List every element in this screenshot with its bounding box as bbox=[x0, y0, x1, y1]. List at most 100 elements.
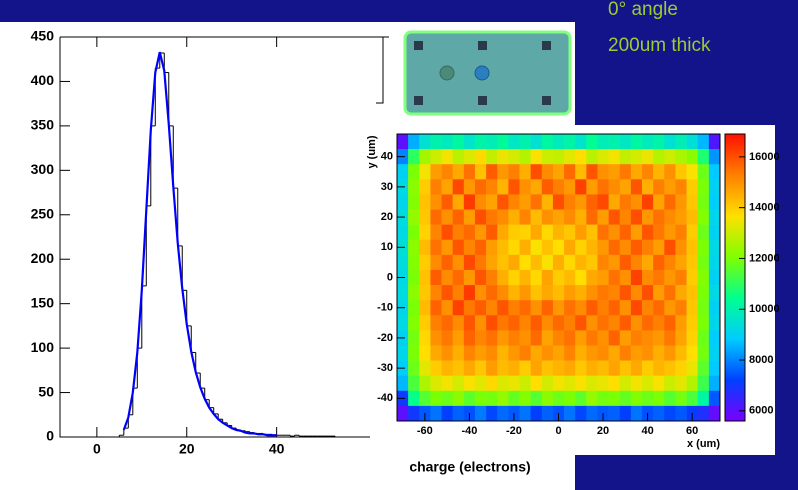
y-tick-label: -20 bbox=[377, 332, 393, 344]
heatmap-cell bbox=[452, 360, 465, 376]
heatmap-cell bbox=[708, 254, 721, 271]
heatmap-cell bbox=[497, 330, 509, 346]
heatmap-cell bbox=[619, 405, 632, 422]
heatmap-cell bbox=[552, 149, 565, 165]
x-tick-label: -60 bbox=[417, 425, 433, 437]
colorbar-tick-label: 12000 bbox=[749, 252, 780, 264]
heatmap-cell bbox=[586, 285, 598, 301]
heatmap-cell bbox=[419, 300, 431, 316]
heatmap-cell bbox=[463, 194, 476, 210]
heatmap-cell bbox=[508, 285, 520, 301]
heatmap-cell bbox=[408, 285, 420, 301]
heatmap-cell bbox=[408, 149, 420, 165]
heatmap-cell bbox=[653, 345, 665, 361]
heatmap-cell bbox=[419, 164, 431, 180]
heatmap-cell bbox=[474, 269, 487, 286]
heatmap-cell bbox=[708, 224, 721, 241]
heatmap-cell bbox=[664, 179, 676, 195]
heatmap-cell bbox=[630, 254, 643, 271]
heatmap-cell bbox=[452, 285, 465, 301]
heatmap-cell bbox=[530, 179, 543, 195]
heatmap-cell bbox=[675, 300, 687, 316]
heatmap-cell bbox=[675, 224, 687, 241]
heatmap-cell bbox=[630, 149, 643, 165]
heatmap-cell bbox=[452, 315, 465, 331]
heatmap-cell bbox=[608, 390, 621, 407]
heatmap-cell bbox=[597, 134, 609, 150]
heatmap-cell bbox=[430, 285, 442, 301]
heatmap-cell bbox=[630, 390, 643, 407]
heatmap-cell bbox=[686, 330, 699, 346]
heatmap-cell bbox=[575, 194, 587, 210]
heatmap-cell bbox=[486, 134, 498, 150]
heatmap-cell bbox=[519, 405, 531, 422]
x-tick-label: 40 bbox=[269, 441, 285, 457]
heatmap-cell bbox=[452, 224, 465, 241]
heatmap-cell bbox=[597, 390, 609, 407]
heatmap-cell bbox=[642, 375, 654, 392]
heatmap-cell bbox=[463, 164, 476, 180]
heatmap-cell bbox=[675, 285, 687, 301]
heatmap-cell bbox=[686, 285, 699, 301]
heatmap-cell bbox=[686, 194, 699, 210]
heatmap-cell bbox=[508, 254, 520, 271]
heatmap-cell bbox=[575, 239, 587, 256]
heatmap-cell bbox=[552, 164, 565, 180]
heatmap-cell bbox=[630, 300, 643, 316]
heatmap-cell bbox=[619, 390, 632, 407]
heatmap-cell bbox=[452, 179, 465, 195]
heatmap-cell bbox=[397, 254, 409, 271]
heatmap-cell bbox=[474, 285, 487, 301]
heatmap-cell bbox=[530, 345, 543, 361]
heatmap-cell bbox=[686, 345, 699, 361]
heatmap-cell bbox=[575, 375, 587, 392]
heatmap-cell bbox=[408, 164, 420, 180]
heatmap-cell bbox=[419, 239, 431, 256]
heatmap-cell bbox=[586, 375, 598, 392]
heatmap-cell bbox=[530, 239, 543, 256]
heatmap-cell bbox=[697, 254, 710, 271]
heatmap-cell bbox=[474, 209, 487, 225]
heatmap-cell bbox=[419, 134, 431, 150]
y-tick-label: 40 bbox=[381, 151, 393, 163]
heatmap-cell bbox=[664, 269, 676, 286]
bump bbox=[414, 96, 423, 105]
heatmap-cell bbox=[675, 390, 687, 407]
heatmap-cell bbox=[441, 405, 453, 422]
heatmap-cell bbox=[642, 285, 654, 301]
heatmap-cell bbox=[474, 345, 487, 361]
heatmap-cell bbox=[564, 194, 576, 210]
heatmap-cell bbox=[608, 224, 621, 241]
heatmap-cell bbox=[619, 360, 632, 376]
heatmap-cell bbox=[419, 315, 431, 331]
heatmap-cell bbox=[530, 224, 543, 241]
heatmap-cell bbox=[664, 239, 676, 256]
heatmap-cell bbox=[586, 194, 598, 210]
heatmap-cell bbox=[564, 405, 576, 422]
heatmap-cell bbox=[474, 330, 487, 346]
x-tick-label: -40 bbox=[461, 425, 477, 437]
heatmap-cell bbox=[686, 375, 699, 392]
heatmap-cell bbox=[642, 224, 654, 241]
heatmap-cell bbox=[653, 164, 665, 180]
heatmap-cell bbox=[686, 315, 699, 331]
heatmap-cell bbox=[564, 390, 576, 407]
heatmap-cell bbox=[653, 300, 665, 316]
heatmap-cell bbox=[697, 164, 710, 180]
heatmap-cell bbox=[608, 405, 621, 422]
heatmap-cell bbox=[541, 375, 554, 392]
heatmap-cell bbox=[586, 330, 598, 346]
x-axis-title: charge (electrons) bbox=[409, 459, 530, 475]
heatmap-cell bbox=[463, 239, 476, 256]
heatmap-cell bbox=[430, 239, 442, 256]
bump bbox=[542, 96, 551, 105]
heatmap-cell bbox=[552, 209, 565, 225]
heatmap-cell bbox=[497, 164, 509, 180]
heatmap-cell bbox=[530, 405, 543, 422]
heatmap-cell bbox=[530, 375, 543, 392]
heatmap-cell bbox=[630, 330, 643, 346]
heatmap-cell bbox=[575, 345, 587, 361]
heatmap-cell bbox=[642, 239, 654, 256]
heatmap-cell bbox=[519, 149, 531, 165]
